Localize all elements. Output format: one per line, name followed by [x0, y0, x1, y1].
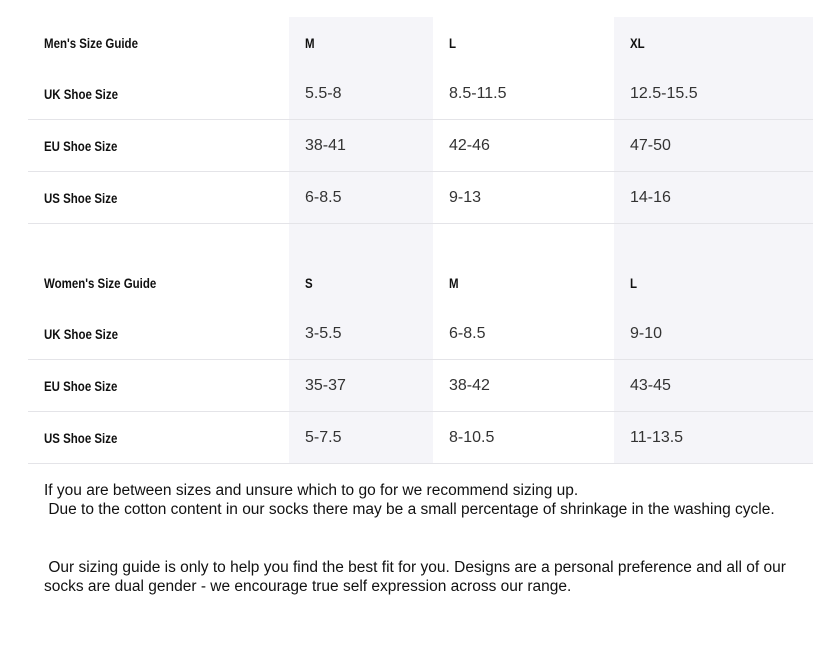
cell: 12.5-15.5: [614, 68, 813, 119]
sizing-notes: If you are between sizes and unsure whic…: [44, 481, 804, 596]
cell: 5.5-8: [289, 68, 433, 119]
cell: 38-41: [289, 120, 433, 171]
cell: 11-13.5: [614, 412, 813, 463]
row-label: EU Shoe Size: [44, 137, 118, 154]
size-header: M: [305, 34, 315, 51]
size-guide-table: Men's Size Guide M L XL UK Shoe Size 5.5…: [28, 17, 813, 464]
cell: 35-37: [289, 360, 433, 411]
cell: 6-8.5: [289, 172, 433, 223]
cell: 43-45: [614, 360, 813, 411]
cell: 47-50: [614, 120, 813, 171]
table-row: EU Shoe Size 38-41 42-46 47-50: [28, 120, 813, 172]
table-spacer: [28, 224, 813, 257]
womens-title: Women's Size Guide: [44, 274, 157, 291]
row-label: EU Shoe Size: [44, 377, 118, 394]
cell: 5-7.5: [289, 412, 433, 463]
cell: 3-5.5: [289, 308, 433, 359]
note-line-1: If you are between sizes and unsure whic…: [44, 482, 579, 499]
cell: 38-42: [449, 376, 490, 394]
cell: 6-8.5: [449, 324, 486, 342]
cell: 42-46: [449, 136, 490, 154]
note-line-2: Due to the cotton content in our socks t…: [44, 501, 775, 518]
row-label: UK Shoe Size: [44, 85, 119, 102]
table-row: US Shoe Size 6-8.5 9-13 14-16: [28, 172, 813, 224]
table-row: UK Shoe Size 3-5.5 6-8.5 9-10: [28, 308, 813, 360]
size-header: XL: [630, 34, 645, 51]
size-header: L: [630, 274, 638, 291]
table-row: US Shoe Size 5-7.5 8-10.5 11-13.5: [28, 412, 813, 464]
mens-header-row: Men's Size Guide M L XL: [28, 17, 813, 68]
cell: 14-16: [614, 172, 813, 223]
womens-header-row: Women's Size Guide S M L: [28, 257, 813, 308]
mens-title: Men's Size Guide: [44, 34, 138, 51]
cell: 9-10: [614, 308, 813, 359]
cell: 8.5-11.5: [449, 84, 507, 102]
row-label: US Shoe Size: [44, 189, 118, 206]
size-header: M: [449, 274, 459, 291]
row-label: US Shoe Size: [44, 429, 118, 446]
cell: 8-10.5: [449, 428, 495, 446]
table-row: UK Shoe Size 5.5-8 8.5-11.5 12.5-15.5: [28, 68, 813, 120]
size-header: L: [449, 34, 457, 51]
size-header: S: [305, 274, 313, 291]
table-row: EU Shoe Size 35-37 38-42 43-45: [28, 360, 813, 412]
row-label: UK Shoe Size: [44, 325, 119, 342]
note-paragraph-2: Our sizing guide is only to help you fin…: [44, 559, 791, 595]
cell: 9-13: [449, 188, 482, 206]
